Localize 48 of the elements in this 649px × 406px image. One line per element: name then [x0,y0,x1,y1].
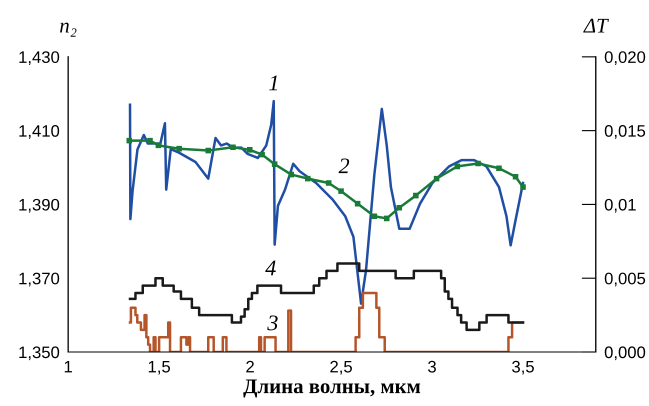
point [304,176,311,182]
point [230,144,236,150]
point [372,213,378,220]
point [246,147,253,153]
point [520,184,526,190]
y2-tick-label: 0,020 [604,51,646,66]
point [205,148,212,154]
y-tick-label: 1,410 [19,125,60,139]
x-tick-label: 2 [246,360,254,372]
y-tick-label: 1,390 [19,198,60,213]
x-tick-label: 1,5 [148,360,170,375]
y-tick-label: 1,430 [19,51,60,66]
point [354,200,360,206]
point [272,161,278,167]
series-label: 2 [338,158,350,174]
series-label: 1 [269,76,278,90]
point [396,204,402,211]
point [496,165,502,172]
point [326,180,332,186]
y-tick-label: 1,370 [19,272,60,286]
point [512,174,518,180]
series-label: 3 [267,315,278,330]
y2-tick-label: 0,01 [604,198,636,213]
point [454,164,460,170]
y2-tick-label: 0,015 [604,125,646,139]
line-series [128,100,524,305]
point [126,138,132,144]
point [259,152,265,158]
x-tick-label: 3,5 [512,360,534,375]
point [434,176,440,182]
point [384,216,390,222]
x-axis-title: Длина волны, мкм [243,379,420,398]
x-tick-label: 2,5 [330,360,352,375]
point [413,192,419,198]
series-label: 4 [265,260,276,276]
point [176,146,182,152]
y2-axis-title: ΔT [583,18,609,32]
point [156,142,162,148]
y2-tick-label: 0,005 [604,272,646,286]
y-axis-title: n₂ [60,22,76,37]
x-tick-label: 3 [428,360,436,373]
y-tick-label: 1,350 [19,346,60,360]
point [147,138,153,144]
point [288,172,294,178]
point [338,188,344,194]
point [475,160,481,166]
y2-tick-label: 0,000 [604,346,646,360]
x-tick-label: 1 [64,360,72,372]
